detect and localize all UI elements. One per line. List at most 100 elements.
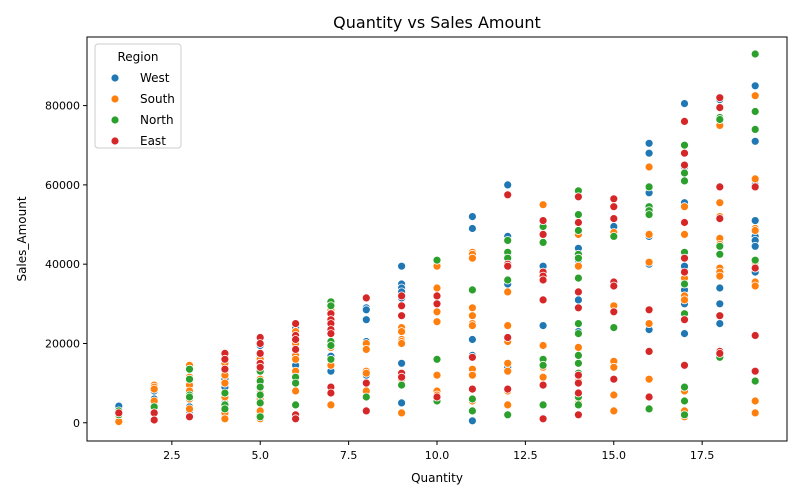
point-north — [680, 382, 689, 392]
point-east — [361, 378, 371, 388]
point-north — [574, 273, 583, 283]
point-north — [255, 382, 265, 392]
legend-marker-west — [110, 73, 120, 83]
point-north — [750, 107, 760, 116]
point-east — [609, 281, 619, 291]
point-south — [503, 366, 513, 376]
point-north — [432, 354, 442, 364]
point-north — [503, 235, 513, 245]
point-north — [750, 376, 760, 386]
point-north — [574, 253, 583, 263]
point-north — [680, 279, 689, 289]
point-north — [715, 241, 725, 251]
x-axis-label: Quantity — [411, 471, 463, 485]
point-east — [467, 384, 477, 394]
point-south — [467, 311, 477, 321]
point-east — [503, 261, 513, 271]
point-east — [114, 408, 124, 418]
point-east — [609, 202, 619, 212]
point-south — [644, 319, 654, 329]
point-east — [715, 103, 725, 112]
point-east — [255, 339, 265, 348]
point-west — [397, 261, 407, 271]
chart-title: Quantity vs Sales Amount — [333, 13, 541, 32]
point-east — [326, 388, 336, 398]
point-north — [574, 400, 583, 410]
point-west — [467, 416, 477, 426]
point-north — [503, 410, 513, 420]
point-north — [680, 176, 689, 186]
point-north — [538, 360, 548, 370]
point-south — [715, 198, 725, 208]
point-north — [644, 182, 654, 192]
point-east — [750, 263, 760, 273]
point-east — [574, 410, 583, 420]
point-south — [291, 354, 301, 364]
point-north — [715, 115, 725, 124]
point-east — [397, 291, 407, 301]
point-west — [574, 295, 583, 305]
point-south — [467, 253, 477, 263]
point-north — [326, 354, 336, 364]
point-east — [432, 299, 442, 309]
point-north — [574, 350, 583, 360]
point-east — [538, 380, 548, 390]
point-east — [574, 370, 583, 380]
legend-marker-north — [110, 115, 120, 125]
legend-marker-south — [110, 94, 120, 104]
point-north — [750, 255, 760, 265]
point-north — [574, 210, 583, 220]
y-tick-label: 40000 — [45, 258, 80, 271]
legend-marker-east — [110, 136, 120, 146]
point-east — [680, 267, 689, 277]
point-east — [503, 333, 513, 342]
point-north — [644, 210, 654, 220]
point-west — [715, 283, 725, 293]
point-south — [397, 327, 407, 337]
point-east — [715, 182, 725, 192]
y-tick-label: 80000 — [45, 100, 80, 113]
point-east — [397, 311, 407, 321]
point-south — [361, 344, 371, 354]
point-east — [574, 303, 583, 313]
point-east — [503, 384, 513, 394]
point-south — [361, 368, 371, 378]
point-east — [149, 415, 159, 425]
point-north — [467, 406, 477, 416]
point-north — [503, 275, 513, 285]
point-south — [750, 396, 760, 406]
point-east — [220, 364, 230, 374]
point-east — [538, 275, 548, 285]
point-east — [644, 305, 654, 315]
point-south — [750, 281, 760, 291]
point-east — [326, 329, 336, 339]
point-east — [397, 301, 407, 311]
point-south — [467, 321, 477, 331]
point-east — [574, 287, 583, 297]
point-west — [750, 216, 760, 226]
x-tick-label: 10.0 — [425, 449, 450, 462]
point-east — [432, 291, 442, 301]
point-north — [574, 358, 583, 368]
x-tick-label: 15.0 — [602, 449, 627, 462]
point-west — [644, 148, 654, 158]
point-west — [750, 136, 760, 146]
point-east — [361, 406, 371, 416]
point-north — [326, 301, 336, 311]
point-south — [538, 341, 548, 350]
x-tick-label: 5.0 — [251, 449, 269, 462]
point-north — [680, 410, 689, 420]
point-south — [467, 370, 477, 380]
point-north — [467, 394, 477, 404]
point-south — [397, 339, 407, 348]
point-west — [397, 398, 407, 408]
point-east — [291, 344, 301, 354]
legend-label-north: North — [140, 113, 174, 127]
point-east — [680, 253, 689, 263]
point-north — [680, 140, 689, 150]
x-axis: 2.5 5.0 7.5 10.0 12.5 15.0 17.5 — [163, 441, 714, 462]
point-south — [680, 229, 689, 239]
legend-label-west: West — [140, 71, 170, 85]
point-east — [644, 392, 654, 402]
point-east — [680, 360, 689, 370]
